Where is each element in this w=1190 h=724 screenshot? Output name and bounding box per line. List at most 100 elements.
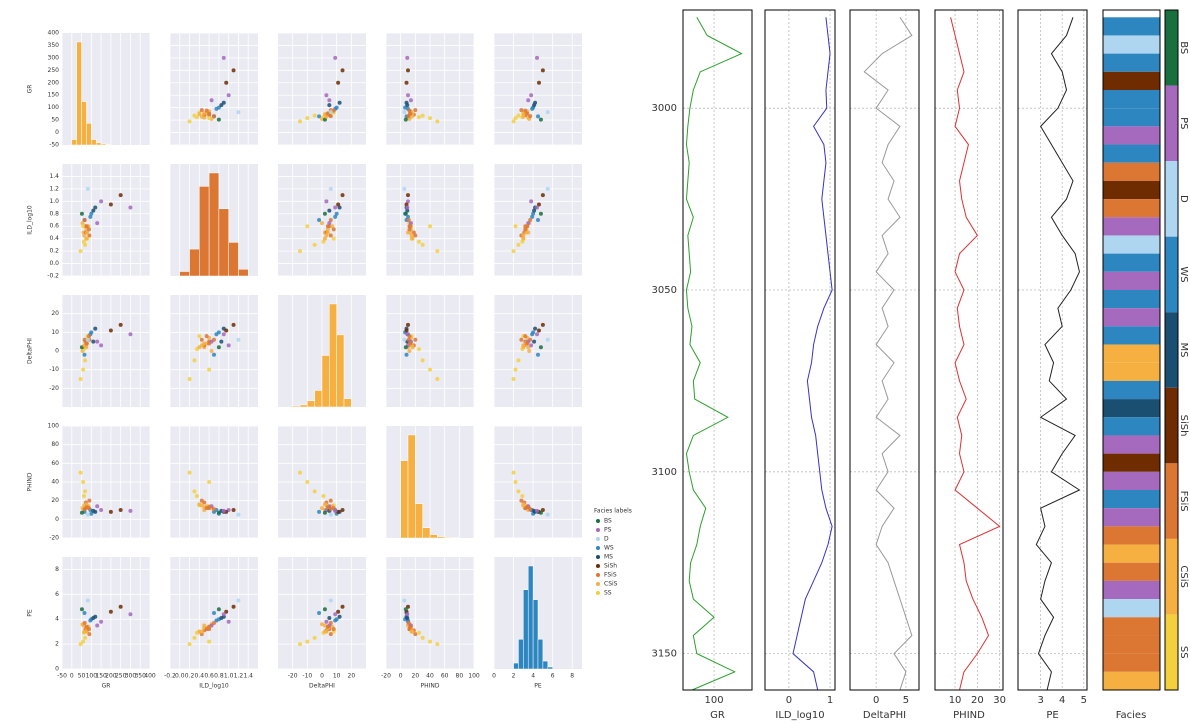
x-tick-label: 40 <box>426 673 434 680</box>
facies-block <box>1103 417 1160 436</box>
colorbar-label: WS <box>1178 266 1189 282</box>
scatter-point <box>108 609 113 614</box>
scatter-point <box>320 506 324 511</box>
scatter-point <box>529 343 534 348</box>
scatter-point <box>529 199 534 204</box>
y-tick-label: -20 <box>49 385 59 392</box>
x-tick-label: 0.8 <box>214 673 224 680</box>
histogram-bar <box>86 123 92 146</box>
x-tick-label: 1.4 <box>243 673 253 680</box>
scatter-point <box>209 349 214 353</box>
x-axis-label: PHIND <box>953 710 985 721</box>
scatter-point <box>337 205 342 210</box>
track-frame <box>934 9 1004 691</box>
scatter-point <box>403 211 408 216</box>
legend-marker <box>596 555 600 559</box>
scatter-point <box>324 199 329 204</box>
scatter-point <box>535 55 540 60</box>
scatter-point <box>231 604 236 609</box>
x-tick-label: 4 <box>1059 695 1065 706</box>
log-curve <box>685 17 743 691</box>
x-tick-label: 10 <box>333 673 341 680</box>
scatter-point <box>79 607 84 612</box>
histogram-bar <box>314 390 323 408</box>
scatter-point <box>532 339 537 344</box>
scatter-point <box>532 103 537 108</box>
histogram-bar <box>292 405 301 408</box>
scatter-point <box>199 337 204 342</box>
x-axis-label: DeltaPHI <box>863 710 906 721</box>
scatter-point <box>221 508 226 513</box>
scatter-point <box>521 114 526 119</box>
scatter-point <box>88 618 93 623</box>
x-axis-label: PHIND <box>420 683 439 690</box>
scatter-point <box>521 233 526 238</box>
scatter-point <box>88 214 93 219</box>
scatter-point <box>407 227 412 232</box>
scatter-point <box>118 508 123 512</box>
colorbar-label: FSiS <box>1178 491 1189 512</box>
histogram-bar <box>532 599 539 670</box>
x-tick-label: 20 <box>348 673 356 680</box>
scatter-point <box>221 55 226 60</box>
legend-marker <box>596 564 600 568</box>
facies-block <box>1103 271 1160 290</box>
histogram-bar <box>329 303 337 408</box>
scatter-point <box>333 618 338 623</box>
facies-block <box>1103 399 1160 418</box>
scatter-point <box>202 500 207 505</box>
y-tick-label: 0 <box>55 666 59 673</box>
histogram-bar <box>71 139 77 146</box>
x-tick-label: 0.0 <box>175 673 185 680</box>
scatter-point <box>85 512 90 517</box>
scatter-point <box>532 508 537 513</box>
scatter-point <box>317 611 322 615</box>
scatter-point <box>214 106 219 111</box>
scatter-point <box>526 345 531 350</box>
scatter-point <box>82 629 87 634</box>
scatter-point <box>328 512 333 517</box>
y-axis-label: GR <box>27 85 34 94</box>
track-frame <box>682 9 753 691</box>
y-axis-label: DeltaPHI <box>27 338 34 364</box>
scatter-point <box>209 98 214 103</box>
scatter-point <box>402 110 407 115</box>
x-tick-label: 0 <box>70 673 74 680</box>
scatter-point <box>219 339 224 344</box>
facies-block <box>1103 562 1160 581</box>
histogram-bar <box>105 144 112 146</box>
y-tick-label: 20 <box>51 310 59 317</box>
scatter-point <box>324 619 329 624</box>
colorbar-swatch <box>1165 387 1178 464</box>
histogram-bar <box>218 208 229 277</box>
scatter-point <box>331 227 336 232</box>
scatter-point <box>406 193 410 198</box>
scatter-point <box>336 80 341 85</box>
scatter-point <box>408 221 413 226</box>
y-tick-label: 60 <box>51 460 59 467</box>
scatter-point <box>523 227 528 232</box>
legend-label: BS <box>604 518 612 525</box>
histogram-bar <box>76 41 82 146</box>
x-tick-label: -0.2 <box>164 673 176 680</box>
log-curve <box>863 16 913 691</box>
y-tick-label: 250 <box>48 67 60 74</box>
facies-block <box>1103 199 1160 218</box>
facies-block <box>1103 126 1160 145</box>
scatter-point <box>298 119 302 124</box>
scatter-point <box>516 358 521 363</box>
colorbar-swatch <box>1165 538 1178 615</box>
scatter-point <box>520 239 525 244</box>
y-tick-label: 1.2 <box>49 185 59 192</box>
x-tick-label: 5 <box>903 695 909 706</box>
track-frame <box>1102 9 1161 691</box>
scatter-point <box>538 345 543 350</box>
x-axis-label: PE <box>534 683 542 690</box>
histogram-bar <box>429 534 438 539</box>
scatter-point <box>525 341 530 346</box>
x-tick-label: 0 <box>320 673 324 680</box>
scatter-point <box>324 93 329 98</box>
scatter-point <box>207 367 212 372</box>
scatter-point <box>403 607 408 612</box>
